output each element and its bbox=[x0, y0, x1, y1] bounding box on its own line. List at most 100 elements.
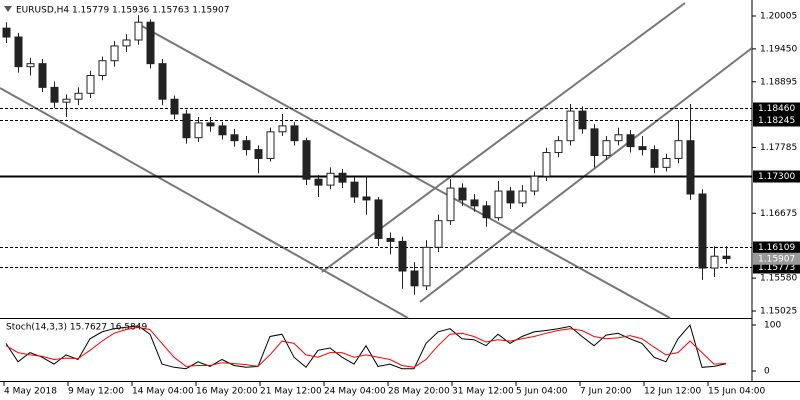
candle-body bbox=[638, 146, 647, 151]
candle-body bbox=[518, 190, 527, 204]
x-tick-label: 14 May 04:00 bbox=[132, 387, 194, 397]
candle-body bbox=[410, 270, 419, 287]
x-tick-label: 21 May 12:00 bbox=[260, 387, 322, 397]
candle-body bbox=[242, 140, 251, 151]
candle-body bbox=[314, 178, 323, 186]
candle-body bbox=[62, 98, 71, 103]
candle-body bbox=[26, 63, 35, 68]
candle-body bbox=[542, 152, 551, 177]
candle-body bbox=[134, 21, 143, 41]
candle-body bbox=[182, 113, 191, 139]
symbol-icon bbox=[4, 6, 12, 12]
candle-body bbox=[434, 220, 443, 248]
candle-body bbox=[614, 134, 623, 142]
y-tick-label: 1.15580 bbox=[760, 274, 797, 284]
candle-body bbox=[482, 205, 491, 219]
indicator-tick-label: 100 bbox=[764, 321, 781, 331]
level-label-box bbox=[753, 241, 800, 254]
y-tick-label: 1.15025 bbox=[760, 307, 797, 317]
candle-body bbox=[326, 172, 335, 186]
last-price-box bbox=[753, 252, 800, 265]
candle-body bbox=[350, 181, 359, 198]
candle-body bbox=[170, 98, 179, 115]
candles bbox=[2, 15, 731, 295]
indicator-line bbox=[5, 326, 727, 368]
candle-body bbox=[362, 196, 371, 201]
last-price-label: 1.15907 bbox=[758, 254, 795, 264]
candle-body bbox=[506, 190, 515, 204]
candle-body bbox=[626, 134, 635, 148]
candle-body bbox=[254, 149, 263, 159]
x-tick-label: 31 May 12:00 bbox=[452, 387, 514, 397]
level-label: 1.18460 bbox=[758, 104, 795, 114]
candle-body bbox=[386, 237, 395, 242]
candle-body bbox=[590, 128, 599, 157]
chart-title: EURUSD,H4 1.15779 1.15936 1.15763 1.1590… bbox=[16, 6, 229, 16]
x-tick-label: 12 Jun 12:00 bbox=[644, 387, 701, 397]
candle-body bbox=[206, 122, 215, 127]
indicator-tick-label: 0 bbox=[764, 367, 770, 377]
trend-line bbox=[419, 47, 753, 303]
candle-body bbox=[86, 75, 95, 94]
y-tick-label: 1.18895 bbox=[760, 77, 797, 87]
candle-body bbox=[566, 110, 575, 142]
y-tick-label: 1.16675 bbox=[760, 209, 797, 219]
candle-body bbox=[122, 39, 131, 47]
x-tick-label: 7 Jun 20:00 bbox=[580, 387, 632, 397]
candle-body bbox=[494, 190, 503, 219]
candle-body bbox=[530, 175, 539, 192]
candle-body bbox=[422, 246, 431, 287]
candle-body bbox=[14, 36, 23, 68]
candle-body bbox=[446, 187, 455, 222]
candle-body bbox=[194, 122, 203, 139]
candle-body bbox=[302, 140, 311, 180]
level-label-box bbox=[753, 102, 800, 115]
y-tick-label: 1.20005 bbox=[760, 11, 797, 21]
candle-body bbox=[110, 45, 119, 62]
level-label: 1.17300 bbox=[758, 172, 795, 182]
candle-body bbox=[38, 63, 47, 88]
level-label-box bbox=[753, 170, 800, 183]
candle-body bbox=[650, 149, 659, 168]
x-tick-label: 9 May 12:00 bbox=[68, 387, 124, 397]
candle-body bbox=[146, 21, 155, 65]
candle-body bbox=[230, 134, 239, 142]
indicator-line bbox=[5, 323, 727, 370]
candle-body bbox=[98, 60, 107, 77]
level-label: 1.16109 bbox=[758, 243, 795, 253]
candle-body bbox=[50, 86, 59, 103]
candle-body bbox=[662, 157, 671, 168]
candle-body bbox=[278, 125, 287, 133]
candle-body bbox=[722, 255, 731, 260]
x-tick-label: 16 May 20:00 bbox=[196, 387, 258, 397]
trend-line bbox=[0, 87, 409, 319]
x-tick-label: 28 May 20:00 bbox=[388, 387, 450, 397]
candle-body bbox=[686, 140, 695, 195]
candle-body bbox=[266, 131, 275, 159]
candle-body bbox=[74, 92, 83, 100]
candle-body bbox=[554, 140, 563, 154]
candle-body bbox=[290, 125, 299, 142]
candle-body bbox=[374, 199, 383, 239]
level-label: 1.15773 bbox=[758, 263, 795, 273]
x-tick-label: 15 Jun 04:00 bbox=[708, 387, 765, 397]
candle-body bbox=[470, 199, 479, 207]
y-tick-label: 1.19450 bbox=[760, 44, 797, 54]
x-tick-label: 24 May 04:00 bbox=[324, 387, 386, 397]
candle-body bbox=[158, 63, 167, 100]
candle-body bbox=[338, 172, 347, 183]
candle-body bbox=[698, 193, 707, 269]
candle-body bbox=[218, 125, 227, 136]
candle-body bbox=[674, 140, 683, 159]
x-tick-label: 4 May 2018 bbox=[4, 387, 57, 397]
candle-body bbox=[710, 255, 719, 269]
indicator-title: Stoch(14,3,3) 15.7627 16.5849 bbox=[6, 323, 147, 333]
candle-body bbox=[458, 187, 467, 201]
candle-body bbox=[2, 27, 11, 38]
level-label-box bbox=[753, 114, 800, 127]
y-tick-label: 1.17785 bbox=[760, 143, 797, 153]
candle-body bbox=[578, 110, 587, 130]
candle-body bbox=[398, 240, 407, 272]
